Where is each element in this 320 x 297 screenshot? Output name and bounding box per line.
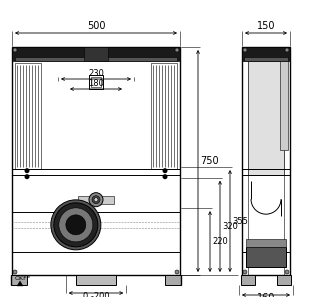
Circle shape (243, 48, 247, 52)
Circle shape (13, 48, 17, 52)
Bar (151, 63, 177, 169)
Circle shape (92, 196, 100, 204)
Bar (277, 275, 291, 285)
Circle shape (25, 175, 29, 178)
Bar (78, 196, 114, 204)
Circle shape (25, 169, 29, 173)
Bar (244, 57, 288, 61)
Bar (246, 247, 286, 267)
Text: 320: 320 (222, 222, 238, 231)
Circle shape (175, 270, 179, 274)
Circle shape (59, 208, 93, 242)
Bar (76, 275, 116, 285)
Bar (165, 275, 181, 285)
Circle shape (163, 169, 167, 173)
Bar (12, 47, 180, 61)
Text: 0 -200: 0 -200 (83, 292, 109, 297)
Circle shape (89, 193, 103, 207)
Circle shape (243, 270, 247, 274)
Polygon shape (17, 281, 23, 286)
Text: OKFF: OKFF (15, 276, 31, 281)
Bar (280, 61, 288, 150)
Bar (248, 61, 284, 175)
Text: 150: 150 (257, 21, 275, 31)
Circle shape (175, 48, 179, 52)
Circle shape (66, 215, 86, 235)
Text: 180: 180 (88, 78, 104, 88)
Bar (91, 77, 101, 87)
Text: 500: 500 (87, 21, 105, 31)
Bar (84, 47, 108, 61)
Circle shape (13, 270, 17, 274)
Bar (89, 75, 103, 89)
Bar (242, 47, 290, 275)
Circle shape (285, 48, 289, 52)
Circle shape (285, 270, 289, 274)
Bar (15, 57, 177, 61)
Text: 160: 160 (257, 293, 275, 297)
Text: 750: 750 (200, 156, 219, 166)
Bar (242, 47, 290, 61)
Text: 355: 355 (232, 217, 248, 225)
Circle shape (51, 200, 101, 250)
Bar (246, 239, 286, 247)
Bar (11, 275, 27, 285)
Circle shape (54, 203, 98, 247)
Circle shape (94, 198, 98, 202)
Bar (15, 63, 41, 169)
Bar (12, 47, 180, 275)
Text: 220: 220 (212, 237, 228, 246)
Circle shape (163, 175, 167, 178)
Text: 230: 230 (88, 69, 104, 78)
Bar (241, 275, 255, 285)
